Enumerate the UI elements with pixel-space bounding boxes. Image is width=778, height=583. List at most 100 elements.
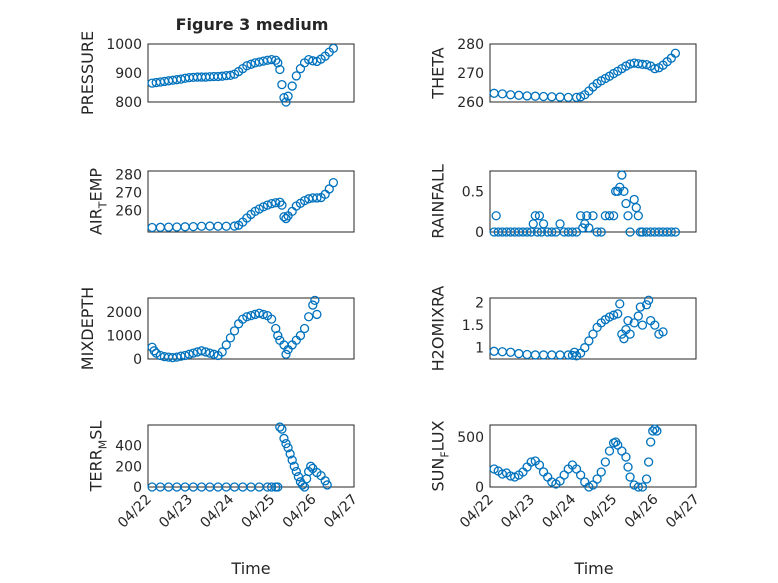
y-tick-label: 0: [475, 225, 484, 241]
subplot-2: 260 270 280 THETA: [428, 37, 697, 111]
y-tick-label: 1.5: [462, 318, 484, 334]
x-tick-label: 04/25: [581, 492, 621, 532]
data-point: [246, 59, 256, 69]
data-point: [613, 309, 623, 319]
data-point: [184, 349, 194, 359]
subplot-6: 1 1.5 2 H2OMIXRA: [428, 286, 697, 372]
y-tick-label: 270: [115, 186, 142, 202]
y-tick-label: 2: [475, 296, 484, 312]
data-point: [291, 466, 301, 477]
x-tick-label: 04/26: [280, 491, 320, 531]
data-point: [670, 227, 681, 237]
y-tick-label: 0.5: [462, 184, 484, 200]
y-axis-label: PRESSURE: [78, 31, 97, 115]
data-point: [650, 64, 660, 74]
data-point: [497, 469, 508, 479]
x-tick-label: 04/26: [622, 491, 662, 531]
axes-frame: [489, 170, 697, 233]
y-tick-label: 260: [457, 95, 484, 111]
data-point: [619, 334, 629, 344]
data-point: [575, 470, 586, 480]
data-point: [567, 227, 578, 237]
data-point: [637, 320, 648, 330]
data-point: [229, 221, 240, 231]
data-point: [275, 422, 285, 432]
x-tick-label: 04/24: [197, 491, 237, 531]
subplot-8: 04/22 04/23 04/24 04/25 04/26 04/27 0 500 SUNFLU…: [428, 420, 702, 531]
data-point: [538, 219, 549, 229]
y-tick-label: 1: [475, 341, 484, 357]
y-tick-label: 260: [115, 203, 142, 219]
subplot-5: 0 1000 2000 MIXDEPTH: [78, 287, 355, 370]
data-point: [592, 227, 602, 237]
data-point: [225, 70, 236, 80]
data-point: [584, 223, 594, 233]
y-axis-label: TERRMSL: [86, 421, 109, 493]
x-axis-label-left: Time: [230, 559, 270, 578]
data-point: [209, 349, 219, 359]
data-point: [277, 79, 287, 90]
data-point: [281, 349, 291, 359]
data-point: [273, 482, 283, 492]
data-point: [281, 97, 291, 107]
y-tick-label: 900: [115, 66, 142, 82]
data-point: [283, 443, 293, 453]
y-axis-label: H2OMIXRA: [428, 286, 447, 372]
axes-frame: [489, 43, 697, 103]
data-point: [608, 211, 619, 221]
data-point: [621, 452, 631, 462]
data-point: [658, 327, 668, 337]
data-point: [299, 323, 310, 334]
y-tick-label: 0: [475, 480, 484, 496]
data-point: [289, 461, 299, 471]
data-point: [650, 320, 660, 330]
x-tick-label: 04/22: [457, 492, 497, 532]
data-point: [623, 211, 633, 221]
data-point: [254, 308, 264, 318]
x-tick-label: 04/24: [539, 491, 579, 531]
data-point: [277, 200, 287, 210]
y-tick-label: 1000: [106, 329, 142, 345]
x-tick-label: 04/23: [156, 492, 196, 532]
data-point: [625, 227, 635, 237]
data-point: [277, 424, 287, 434]
data-point: [648, 426, 658, 436]
data-point: [283, 91, 293, 101]
data-point: [299, 482, 310, 492]
data-point: [530, 211, 540, 221]
data-point: [641, 474, 652, 484]
y-tick-label: 270: [457, 66, 484, 82]
data-point: [623, 315, 633, 326]
data-point: [592, 474, 602, 484]
y-axis-label: AIRTEMP: [86, 168, 109, 235]
y-tick-label: 280: [457, 37, 484, 53]
x-tick-label: 04/23: [498, 492, 538, 532]
data-point: [604, 446, 615, 456]
x-tick-label: 04/27: [663, 492, 703, 532]
subplot-7: 04/22 04/23 04/24 04/25 04/26 04/27 0 200 400 TER…: [86, 421, 360, 532]
y-tick-label: 500: [457, 430, 484, 446]
y-tick-label: 200: [115, 459, 142, 475]
data-point: [580, 343, 590, 353]
x-tick-label: 04/22: [115, 492, 155, 532]
data-point: [522, 227, 532, 237]
axes-frame: [147, 424, 355, 488]
data-point: [643, 457, 654, 467]
data-point: [621, 198, 631, 209]
data-point: [287, 81, 297, 91]
figure-title: Figure 3 medium: [176, 15, 329, 34]
data-point: [532, 227, 543, 237]
data-point: [287, 455, 297, 465]
data-point: [205, 348, 215, 358]
subplot-1: 800 900 1000 PRESSURE: [78, 31, 355, 115]
data-point: [297, 480, 308, 490]
data-point: [285, 449, 295, 459]
data-point: [262, 200, 273, 210]
data-point: [310, 295, 320, 305]
data-point: [575, 211, 586, 221]
data-point: [617, 170, 627, 180]
y-axis-label: SUNFLUX: [428, 420, 451, 491]
